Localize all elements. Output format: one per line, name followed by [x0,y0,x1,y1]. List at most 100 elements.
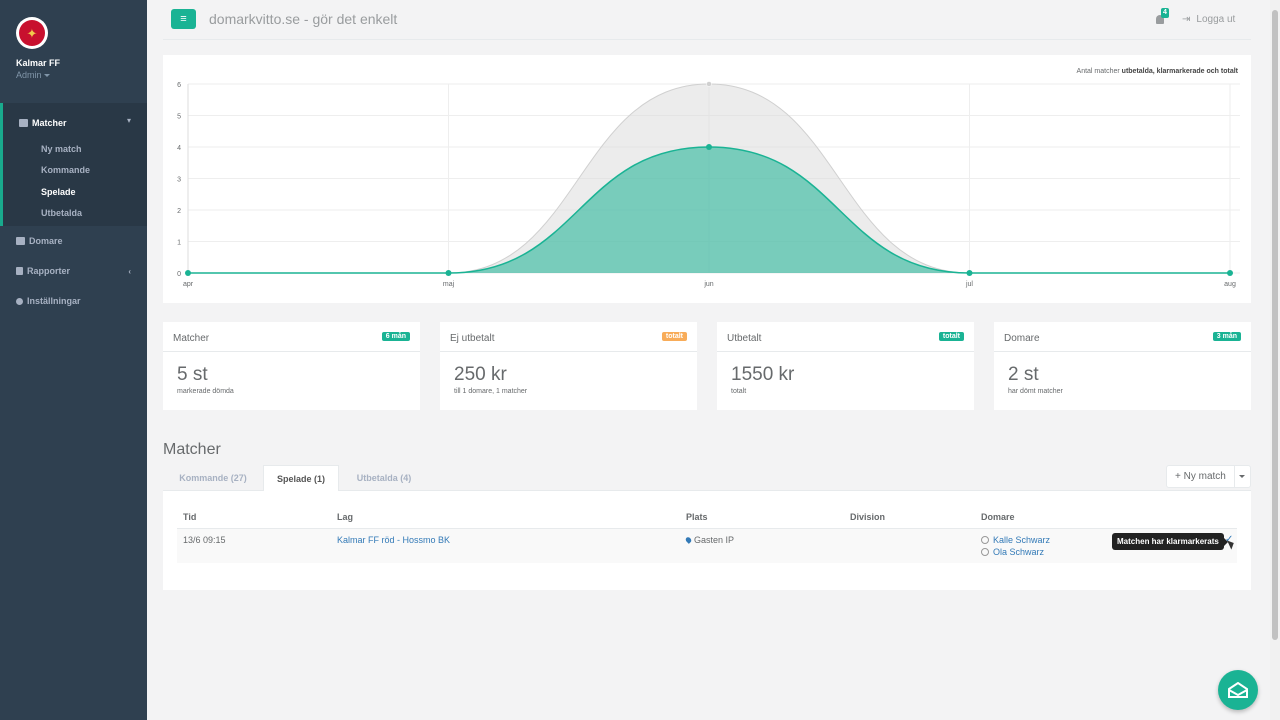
widget-value: 250 kr [454,364,507,385]
nav-sub-kommande[interactable]: Kommande [41,165,91,176]
plus-icon: + [1175,471,1184,482]
data-point [185,270,191,276]
widget-value: 1550 kr [731,364,795,385]
cell-tid: 13/6 09:15 [183,535,226,545]
matches-title: Matcher [163,441,221,458]
club-crest-icon: ✦ [16,17,48,49]
widget-label: 3 mån [1212,332,1241,341]
y-tick-label: 5 [177,114,181,121]
check-icon[interactable]: ✓ [1225,534,1234,545]
user-icon [981,548,989,556]
widget-sub: till 1 domare, 1 matcher [454,388,528,395]
widget-domare: Domare 3 mån 2 st har dömt matcher [994,322,1251,410]
matches-tabs: Kommande (27) Spelade (1) Utbetalda (4) [163,465,1251,492]
widget-title: Domare [1004,333,1040,344]
logout-link[interactable]: ⇥ Logga ut [1182,14,1236,25]
new-match-button[interactable]: + Ny match [1175,471,1226,482]
cell-plats: Gasten IP [684,535,734,545]
x-tick-label: apr [183,281,194,288]
nav-sub-spelade[interactable]: Spelade [41,186,76,197]
notification-count-badge: 4 [1161,8,1169,18]
user-icon [981,536,989,544]
tooltip: Matchen har klarmarkerats [1112,533,1228,550]
nav-sub-utbetalda[interactable]: Utbetalda [41,207,83,218]
club-name: Kalmar FF [16,58,61,68]
widget-utbetalt: Utbetalt totalt 1550 kr totalt [717,322,974,410]
y-tick-label: 0 [177,271,181,278]
widget-value: 5 st [177,364,208,385]
nav-section-matcher: Matcher ▾ Ny match Kommande Spelade Utbe… [0,103,147,226]
y-tick-label: 3 [177,177,181,184]
chevron-left-icon: ‹ [128,266,131,276]
menu-toggle-button[interactable]: ≡ [171,9,196,29]
x-tick-label: jul [965,281,973,288]
widget-sub: har dömt matcher [1008,388,1063,395]
chart-panel: Antal matcher utbetalda, klarmarkerade o… [163,55,1251,303]
column-header-domare: Domare [981,512,1015,522]
gear-icon [16,297,23,305]
site-title: domarkvitto.se - gör det enkelt [209,11,398,27]
data-point [706,144,712,150]
table-row[interactable] [177,529,1237,563]
envelope-icon [1228,682,1248,698]
data-point [1227,270,1233,276]
nav-item-installningar[interactable]: Inställningar [0,286,147,316]
column-header-division: Division [850,512,886,522]
message-button[interactable] [1218,670,1258,710]
referee-link-2[interactable]: Ola Schwarz [981,547,1044,557]
widget-label: totalt [938,332,964,341]
caret-down-icon [1239,475,1246,478]
x-tick-label: maj [443,281,455,288]
y-tick-label: 6 [177,82,181,89]
nav-item-rapporter[interactable]: Rapporter ‹ [0,256,147,286]
matches-table: Tid Lag Plats Division Domare 13/6 09:15… [163,491,1251,590]
cell-lag-link[interactable]: Kalmar FF röd - Hossmo BK [337,535,451,545]
data-point [966,270,973,276]
data-point [445,270,452,276]
calendar-icon [19,119,28,127]
chart: 0 1 2 3 4 5 6 apr maj jun jul aug [177,81,1240,288]
series-area-klarmarkerade [188,147,1230,273]
new-match-dropdown-toggle[interactable] [1233,466,1250,487]
widget-label: totalt [661,332,687,341]
column-header-lag: Lag [337,512,354,522]
profile: ✦ Kalmar FF Admin [0,0,147,103]
y-tick-label: 1 [177,240,181,247]
tab-spelade[interactable]: Spelade (1) [263,465,339,492]
chart-caption: Antal matcher utbetalda, klarmarkerade o… [1076,68,1238,75]
column-header-plats: Plats [686,512,708,522]
widget-sub: totalt [731,388,747,395]
tab-utbetalda[interactable]: Utbetalda (4) [356,473,412,483]
nav-item-domare[interactable]: Domare [0,226,147,256]
column-header-tid: Tid [183,512,197,522]
sign-out-icon: ⇥ [1182,14,1191,25]
widget-value: 2 st [1008,364,1039,385]
map-marker-icon [684,536,693,544]
x-tick-label: jun [703,281,713,288]
widget-sub: markerade dömda [177,388,234,395]
sidebar: ✦ Kalmar FF Admin Matcher ▾ Ny match Kom… [0,0,147,720]
widget-matcher: Matcher 6 mån 5 st markerade dömda [163,322,420,410]
referee-link-1[interactable]: Kalle Schwarz [981,535,1050,545]
bell-icon[interactable] [1156,15,1164,24]
x-tick-label: aug [1224,281,1236,288]
widget-title: Utbetalt [727,333,762,344]
tab-kommande[interactable]: Kommande (27) [179,473,247,483]
user-role-dropdown[interactable]: Admin [16,70,147,80]
y-tick-label: 2 [177,208,181,215]
y-tick-label: 4 [177,145,181,152]
widget-label: 6 mån [381,332,410,341]
file-icon [16,267,23,275]
new-match-button-group: + Ny match [1166,465,1251,488]
scrollbar-thumb[interactable] [1272,10,1278,640]
widget-ej-utbetalt: Ej utbetalt totalt 250 kr till 1 domare, … [440,322,697,410]
users-icon [16,237,25,245]
nav-sub-ny-match[interactable]: Ny match [41,144,82,154]
widget-title: Ej utbetalt [450,333,495,344]
topbar: ≡ domarkvitto.se - gör det enkelt 4 ⇥ Log… [163,0,1251,40]
chevron-down-icon: ▾ [126,116,131,125]
caret-down-icon [43,74,50,78]
data-point [706,81,712,87]
widget-title: Matcher [173,333,210,344]
nav-item-matcher[interactable]: Matcher ▾ [3,103,147,133]
